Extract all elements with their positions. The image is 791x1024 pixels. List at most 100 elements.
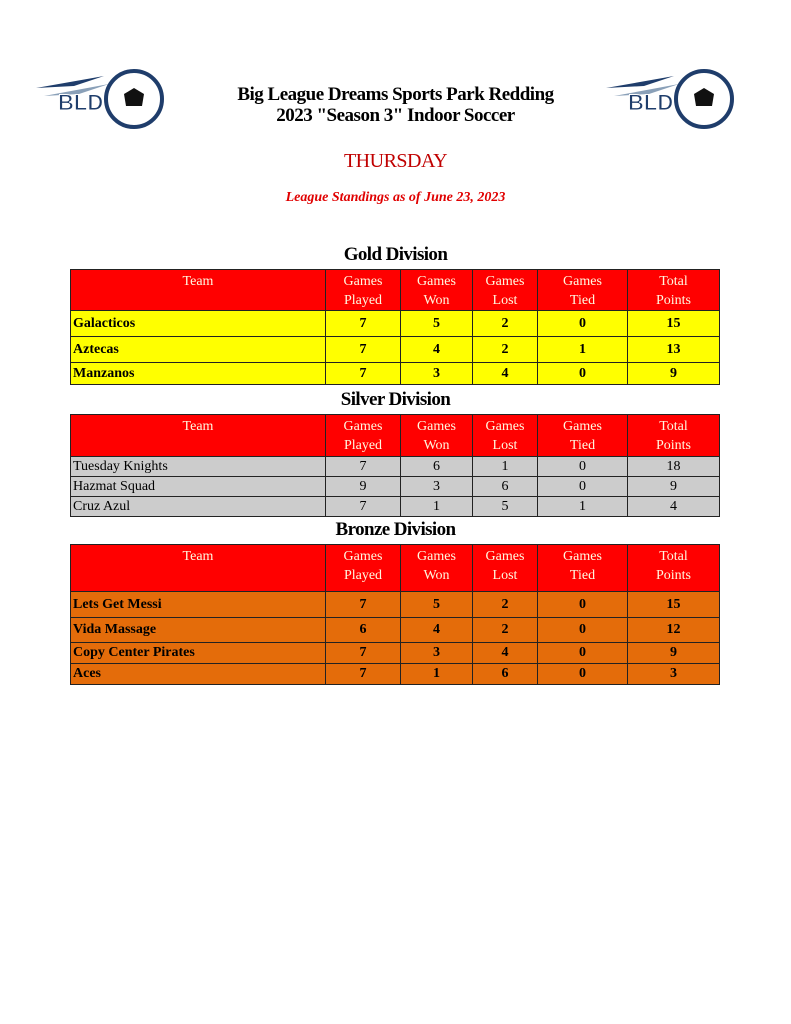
table-row: Galacticos 7 5 2 0 15 [70,310,720,337]
column-header-won: Games Won [400,269,473,311]
stat-won: 3 [400,476,473,497]
stat-points: 15 [627,591,720,618]
stat-points: 13 [627,336,720,363]
gold-standings-table: Team Games Played Games Won Games Lost Games Tie… [70,269,720,385]
stat-lost: 2 [472,617,538,643]
column-header-won: Games Won [400,414,473,457]
header-text: Played [343,293,383,308]
column-header-points: Total Points [627,414,720,457]
standings-date: League Standings as of June 23, 2023 [285,190,506,205]
division-title: Gold Division [343,244,448,265]
stat-won: 5 [400,591,473,618]
header-text: Games [343,419,383,434]
header-text: Games [563,549,602,564]
table-row: Hazmat Squad 9 3 6 0 9 [70,476,720,497]
header-text: Games [417,549,456,564]
team-name: Hazmat Squad [70,476,326,497]
header-text: Games [485,419,525,434]
header-text: Lost [492,438,518,453]
column-header-lost: Games Lost [472,544,538,592]
team-name: Lets Get Messi [70,591,326,618]
header-text: Total [659,419,688,434]
page-title: Big League Dreams Sports Park Redding 202… [0,84,791,126]
stat-tied: 1 [537,336,628,363]
stat-played: 7 [325,362,401,385]
stat-won: 6 [400,456,473,477]
header-text: Games [563,419,602,434]
header-text: Games [343,549,383,564]
header-text: Total [659,274,688,289]
team-name: Aces [70,663,326,685]
stat-tied: 0 [537,310,628,337]
silver-standings-table: Team Games Played Games Won Games Lost Games Tie… [70,414,720,517]
stat-points: 9 [627,476,720,497]
stat-lost: 2 [472,591,538,618]
column-header-played: Games Played [325,544,401,592]
day-heading: THURSDAY [343,150,448,172]
table-row: Cruz Azul 7 1 5 1 4 [70,496,720,517]
table-row: Copy Center Pirates 7 3 4 0 9 [70,642,720,664]
stat-won: 3 [400,642,473,664]
stat-played: 7 [325,591,401,618]
column-header-team: Team [70,269,326,311]
stat-tied: 0 [537,591,628,618]
stat-tied: 0 [537,476,628,497]
stat-lost: 2 [472,310,538,337]
stat-lost: 4 [472,362,538,385]
bld-logo-left: BLD [36,69,164,129]
team-name: Vida Massage [70,617,326,643]
stat-points: 3 [627,663,720,685]
header-text: Points [655,293,691,308]
stat-played: 7 [325,336,401,363]
stat-played: 7 [325,310,401,337]
team-name: Manzanos [70,362,326,385]
table-row: Aztecas 7 4 2 1 13 [70,336,720,363]
column-header-team: Team [70,414,326,457]
table-row: Vida Massage 6 4 2 0 12 [70,617,720,643]
column-header-lost: Games Lost [472,414,538,457]
column-header-team: Team [70,544,326,592]
stat-played: 7 [325,642,401,664]
stat-tied: 0 [537,362,628,385]
header-text: Won [423,568,450,583]
header-text: Won [423,438,450,453]
header-text: Games [485,549,525,564]
stat-played: 6 [325,617,401,643]
column-header-played: Games Played [325,269,401,311]
table-row: Tuesday Knights 7 6 1 0 18 [70,456,720,477]
header-text: Tied [569,438,596,453]
stat-won: 1 [400,496,473,517]
stat-points: 9 [627,642,720,664]
team-name: Cruz Azul [70,496,326,517]
column-header-points: Total Points [627,544,720,592]
header-text: Won [423,293,450,308]
header-text: Played [343,438,383,453]
column-header-tied: Games Tied [537,269,628,311]
stat-played: 7 [325,456,401,477]
stat-tied: 0 [537,617,628,643]
team-name: Tuesday Knights [70,456,326,477]
subtitle: 2023 "Season 3" Indoor Soccer [276,105,515,126]
stat-won: 5 [400,310,473,337]
stat-won: 4 [400,617,473,643]
svg-text:BLD: BLD [58,90,103,115]
stat-lost: 4 [472,642,538,664]
header-text: Tied [569,568,596,583]
header-text: Total [659,549,688,564]
stat-lost: 1 [472,456,538,477]
column-header-tied: Games Tied [537,544,628,592]
table-row: Aces 7 1 6 0 3 [70,663,720,685]
stat-won: 1 [400,663,473,685]
stat-lost: 5 [472,496,538,517]
table-row: Lets Get Messi 7 5 2 0 15 [70,591,720,618]
division-title: Silver Division [340,389,451,410]
title: Big League Dreams Sports Park Redding [237,84,554,105]
team-name: Aztecas [70,336,326,363]
column-header-points: Total Points [627,269,720,311]
stat-tied: 0 [537,456,628,477]
stat-points: 4 [627,496,720,517]
header-text: Games [485,274,525,289]
column-header-played: Games Played [325,414,401,457]
stat-lost: 6 [472,663,538,685]
